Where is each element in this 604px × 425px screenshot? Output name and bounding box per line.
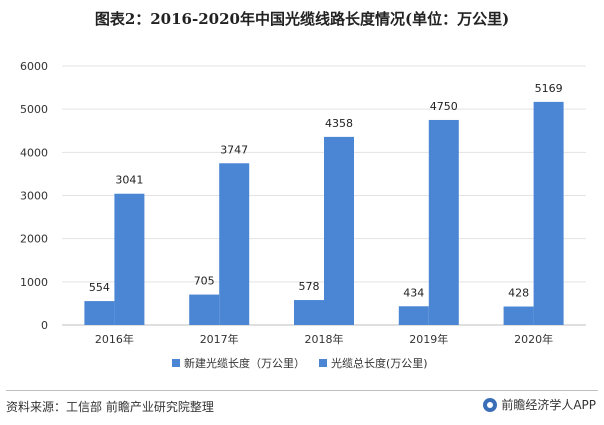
data-labels: 554 3041 705 3747 578 4358 434 4750 428 5169: [89, 82, 563, 300]
bar: [428, 119, 459, 325]
data-label: 705: [194, 275, 215, 288]
x-tick-label: 2018年: [305, 332, 344, 346]
bar: [533, 101, 564, 326]
legend-label: 光缆总长度(万公里): [331, 356, 428, 370]
data-label: 578: [299, 280, 320, 293]
data-label: 5169: [535, 82, 563, 95]
bars: [84, 101, 564, 326]
y-tick-label: 4000: [20, 146, 48, 159]
bar: [219, 163, 250, 325]
footer-divider: [6, 390, 598, 391]
data-label: 3041: [115, 174, 143, 187]
bar: [503, 306, 534, 325]
x-tick-label: 2016年: [95, 332, 134, 346]
x-axis-ticks: 2016年 2017年 2018年 2019年 2020年: [95, 332, 553, 346]
legend-swatch: [172, 359, 180, 367]
data-label: 428: [508, 287, 529, 300]
bar: [324, 136, 354, 325]
x-tick-label: 2017年: [200, 332, 239, 346]
data-label: 3747: [220, 143, 248, 156]
chart-title: 图表2：2016-2020年中国光缆线路长度情况(单位：万公里): [94, 10, 510, 28]
bar: [398, 306, 429, 325]
y-tick-label: 5000: [20, 103, 48, 116]
y-tick-label: 2000: [20, 233, 48, 246]
brand-label: 前瞻经济学人APP: [501, 398, 596, 412]
y-tick-label: 3000: [20, 190, 48, 203]
brand-logo-icon: [483, 397, 498, 412]
legend-swatch: [319, 359, 327, 367]
data-label: 4750: [430, 100, 458, 113]
y-tick-label: 0: [41, 319, 48, 332]
y-axis-ticks: 0 1000 2000 3000 4000 5000 6000: [20, 60, 48, 332]
source-note: 资料来源：工信部 前瞻产业研究院整理: [6, 400, 214, 414]
bar: [294, 300, 324, 325]
brand-credit: 前瞻经济学人APP: [483, 396, 596, 413]
bar: [84, 301, 115, 325]
data-label: 434: [403, 286, 424, 299]
legend-label: 新建光缆长度（万公里）: [184, 356, 305, 370]
x-tick-label: 2020年: [514, 332, 553, 346]
data-label: 554: [89, 281, 110, 294]
x-tick-label: 2019年: [409, 332, 448, 346]
bar: [114, 193, 145, 325]
legend: 新建光缆长度（万公里） 光缆总长度(万公里): [172, 356, 428, 370]
bar: [189, 294, 220, 325]
y-tick-label: 6000: [20, 60, 48, 73]
data-label: 4358: [325, 117, 353, 130]
y-tick-label: 1000: [20, 276, 48, 289]
